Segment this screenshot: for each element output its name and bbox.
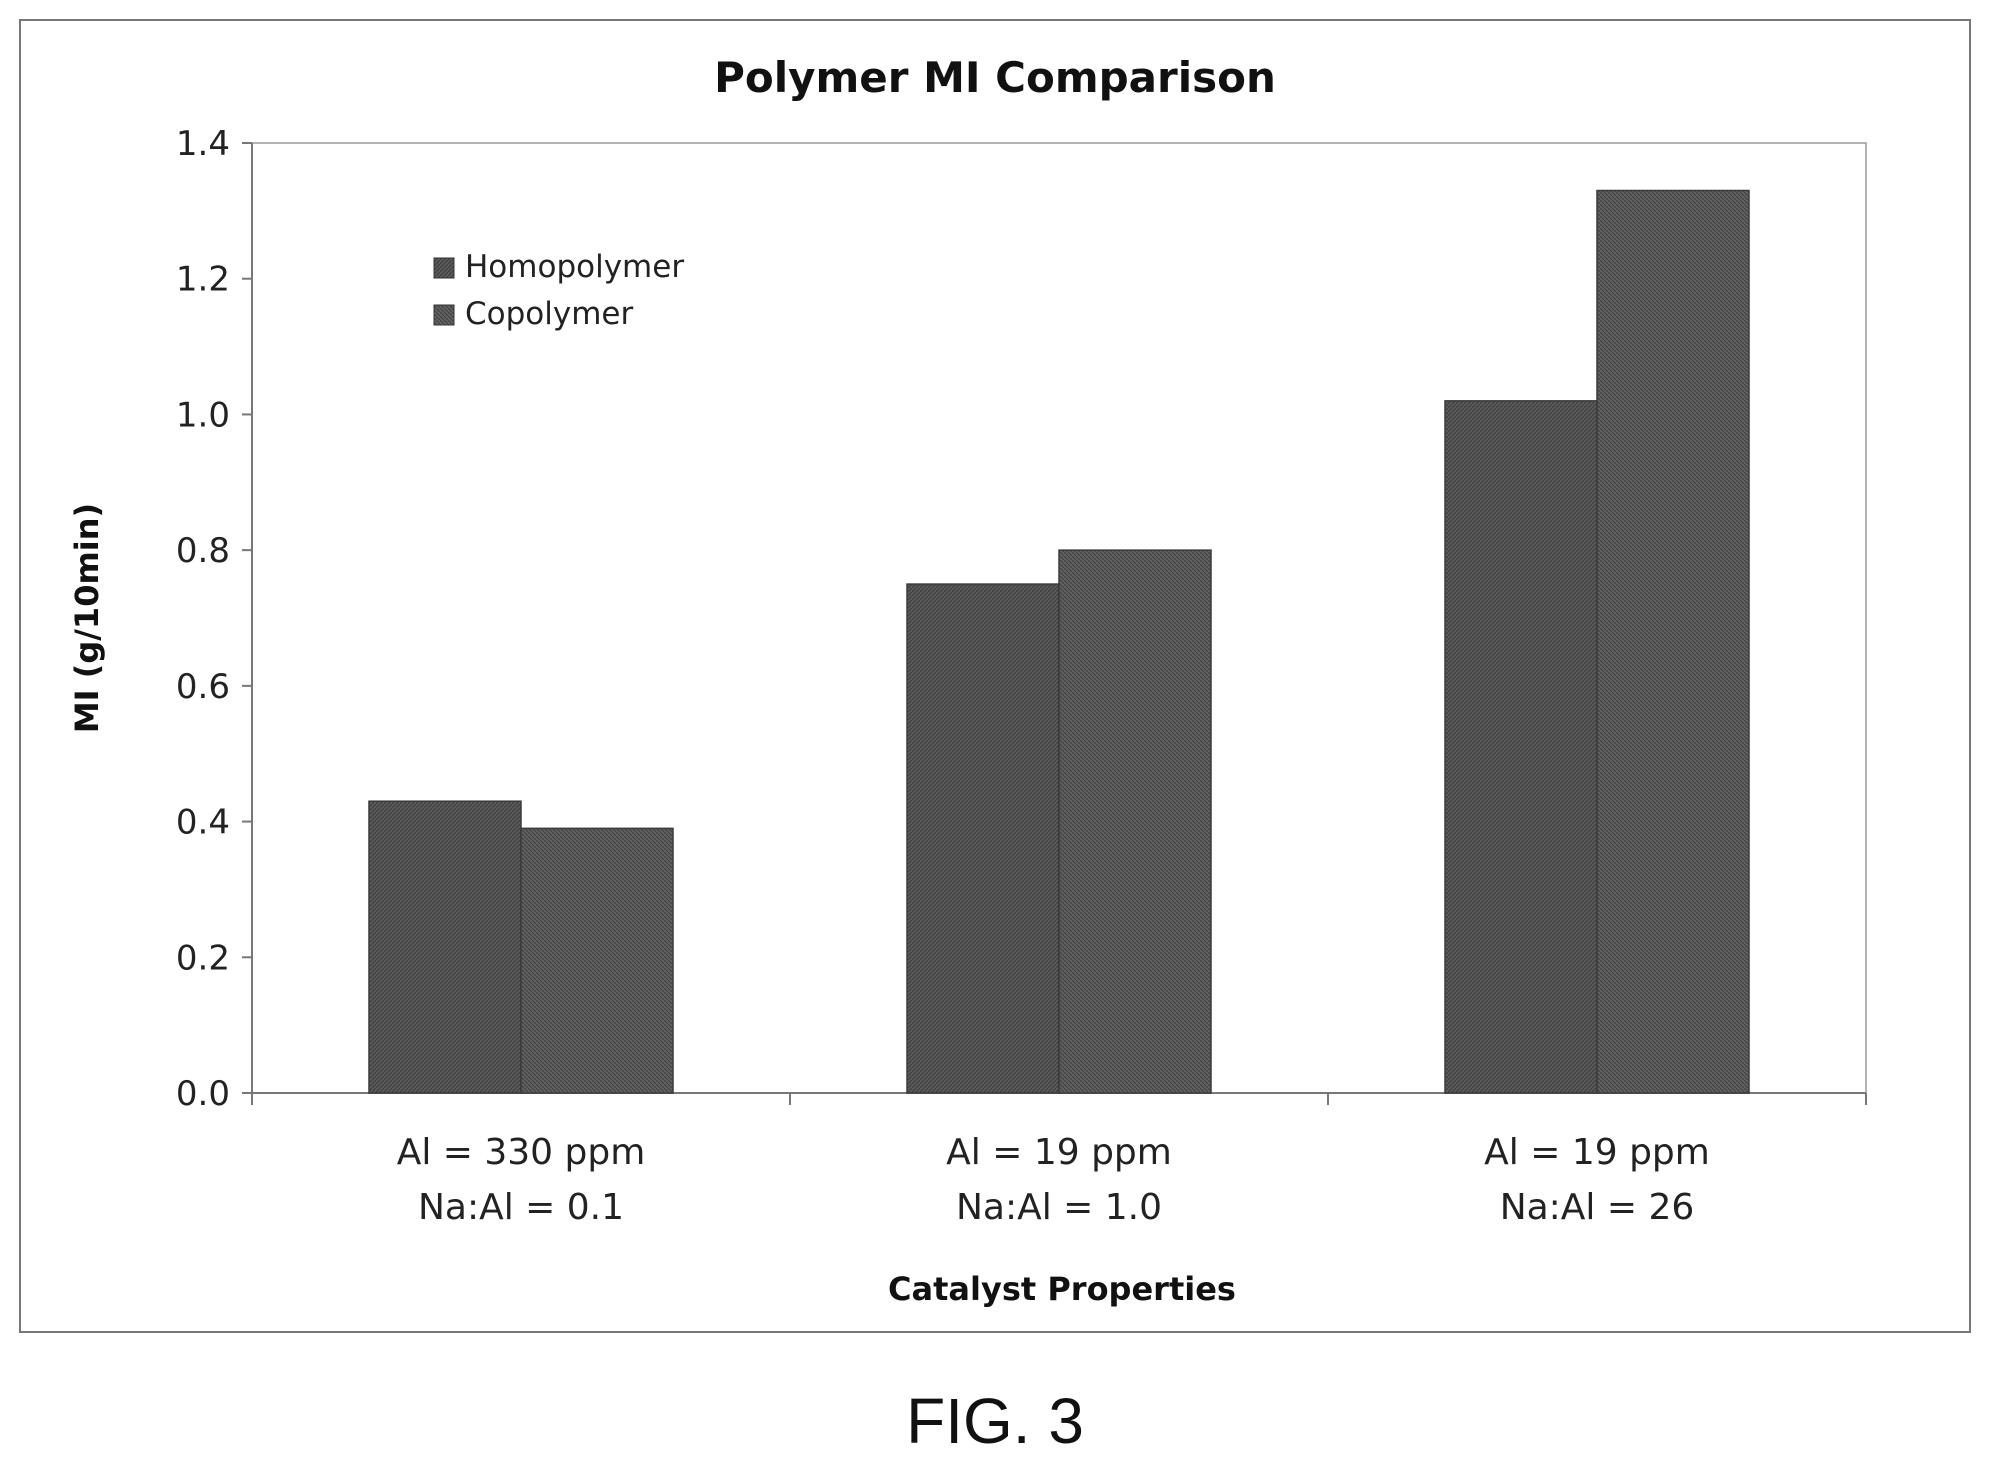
y-axis-title: MI (g/10min) [68, 503, 106, 733]
y-tick-label: 0.6 [176, 667, 230, 707]
legend-swatch [433, 304, 455, 326]
y-tick-label: 1.0 [176, 395, 230, 435]
y-tick-label: 0.4 [176, 803, 230, 843]
y-tick-label: 0.0 [176, 1074, 230, 1114]
bars [368, 189, 1750, 1094]
y-tick-label: 0.2 [176, 938, 230, 978]
bar-copolymer [520, 827, 674, 1094]
x-axis-title: Catalyst Properties [888, 1270, 1236, 1308]
chart-title: Polymer MI Comparison [714, 53, 1276, 102]
bar-copolymer [1058, 549, 1212, 1094]
bar-homopolymer [906, 583, 1060, 1094]
x-category-label: Al = 19 ppm [946, 1132, 1172, 1173]
legend-label: Copolymer [465, 296, 633, 332]
bar-homopolymer [368, 800, 522, 1094]
y-tick-label: 1.2 [176, 260, 230, 300]
x-category-label: Na:Al = 0.1 [418, 1187, 624, 1228]
y-tick-label: 0.8 [176, 531, 230, 571]
legend-label: Homopolymer [465, 249, 684, 285]
y-axis: 0.0 0.2 0.4 0.6 0.8 1.0 1.2 1.4 [176, 124, 253, 1114]
y-tick-label: 1.4 [176, 124, 230, 164]
x-category-label: Na:Al = 1.0 [956, 1187, 1162, 1228]
figure-label: FIG. 3 [906, 1385, 1084, 1457]
x-category-label: Al = 330 ppm [397, 1132, 646, 1173]
x-category-label: Al = 19 ppm [1484, 1132, 1710, 1173]
x-category-label: Na:Al = 26 [1500, 1187, 1695, 1228]
bar-homopolymer [1444, 400, 1598, 1094]
legend-swatch [433, 257, 455, 279]
legend: Homopolymer Copolymer [433, 249, 684, 332]
bar-copolymer [1596, 189, 1750, 1094]
